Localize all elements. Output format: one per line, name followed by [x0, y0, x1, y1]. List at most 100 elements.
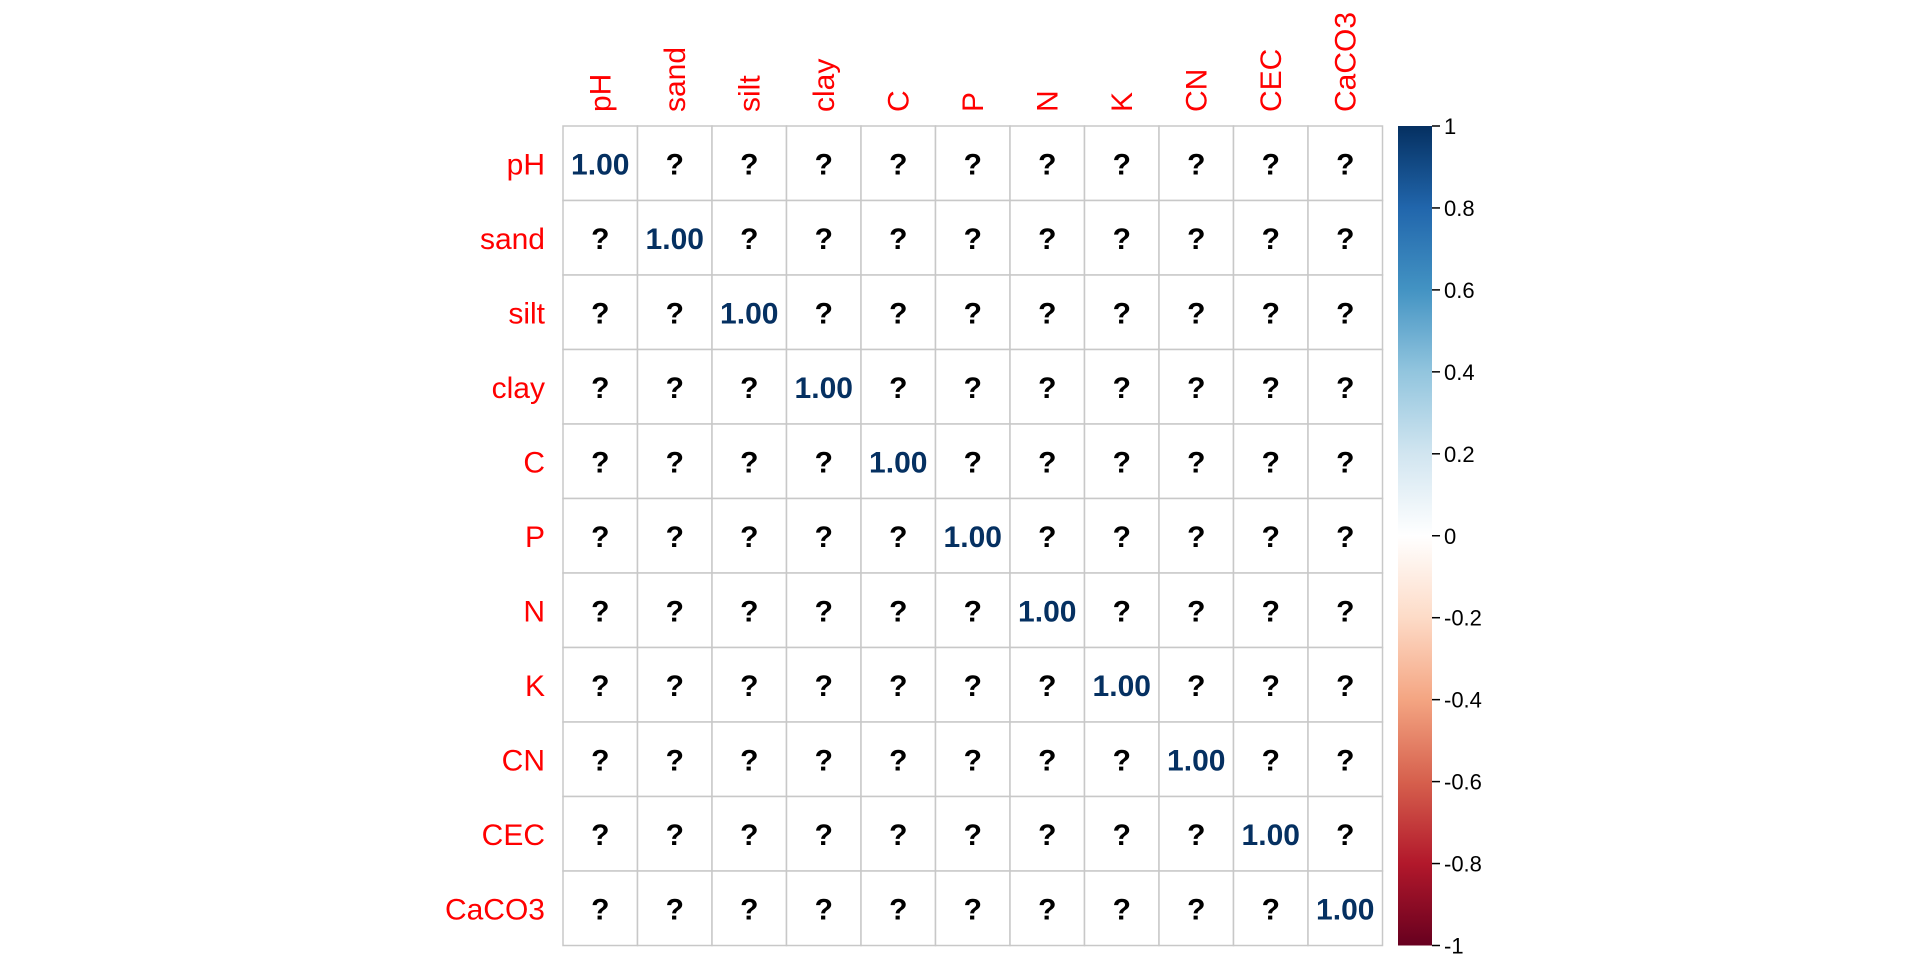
grid-cell — [562, 795, 639, 872]
color-legend-tick-label: 0.4 — [1444, 360, 1475, 385]
cell-value-unknown: ? — [889, 893, 907, 926]
cell-value-unknown: ? — [964, 446, 982, 479]
color-legend-tick-label: -0.2 — [1444, 606, 1482, 631]
cell-value-unknown: ? — [740, 148, 758, 181]
grid-cell — [1009, 646, 1086, 723]
cell-value-unknown: ? — [1187, 372, 1205, 405]
cell-value-unknown: ? — [666, 148, 684, 181]
grid-cell — [562, 497, 639, 574]
column-label: C — [882, 90, 915, 112]
cell-value-unknown: ? — [1113, 595, 1131, 628]
cell-value-unknown: ? — [1113, 297, 1131, 330]
cell-value-unknown: ? — [889, 372, 907, 405]
cell-value-unknown: ? — [1113, 819, 1131, 852]
column-label: K — [1106, 92, 1139, 112]
cell-value-unknown: ? — [1113, 372, 1131, 405]
row-label: clay — [492, 372, 545, 405]
cell-value-unknown: ? — [1262, 893, 1280, 926]
cell-value-unknown: ? — [964, 595, 982, 628]
cell-value-unknown: ? — [740, 223, 758, 256]
cell-value-unknown: ? — [1187, 595, 1205, 628]
grid-cell — [562, 423, 639, 500]
color-legend-bar — [1398, 126, 1432, 946]
cell-value-unknown: ? — [1262, 148, 1280, 181]
grid-cell — [562, 646, 639, 723]
cell-value-unknown: ? — [666, 595, 684, 628]
color-legend-tick-label: 0 — [1444, 524, 1456, 549]
cell-value-unknown: ? — [1336, 670, 1354, 703]
cell-value-unknown: ? — [815, 297, 833, 330]
cell-value-unknown: ? — [666, 521, 684, 554]
cell-value-unknown: ? — [666, 297, 684, 330]
cell-value-unknown: ? — [740, 744, 758, 777]
grid-cell — [934, 125, 1011, 202]
cell-value-unknown: ? — [740, 595, 758, 628]
grid-cell — [636, 572, 713, 649]
cell-value-unknown: ? — [889, 297, 907, 330]
grid-cell — [785, 646, 862, 723]
cell-value-unknown: ? — [1038, 744, 1056, 777]
cell-value-unknown: ? — [666, 670, 684, 703]
cell-value: 1.00 — [1093, 670, 1151, 703]
grid-cell — [636, 646, 713, 723]
cell-value-unknown: ? — [1336, 744, 1354, 777]
grid-cell — [711, 870, 788, 947]
cell-value-unknown: ? — [740, 670, 758, 703]
column-label: silt — [733, 75, 766, 112]
grid-cell — [860, 274, 937, 351]
cell-value-unknown: ? — [815, 744, 833, 777]
grid-cell — [636, 870, 713, 947]
cell-value-unknown: ? — [889, 223, 907, 256]
color-legend: 1 0.8 0.6 0.4 0.2 0 -0.2 -0.4 -0.6 -0.8 -1 — [1398, 114, 1482, 959]
cell-value-unknown: ? — [666, 893, 684, 926]
cell-value-unknown: ? — [591, 744, 609, 777]
grid-cell — [934, 274, 1011, 351]
grid-cell — [1158, 721, 1235, 798]
grid-cell — [1307, 870, 1384, 947]
cell-value: 1.00 — [795, 372, 853, 405]
cell-value-unknown: ? — [1113, 744, 1131, 777]
grid-cell — [934, 348, 1011, 425]
cell-value-unknown: ? — [964, 744, 982, 777]
grid-cell — [860, 795, 937, 872]
cell-value-unknown: ? — [1113, 446, 1131, 479]
grid-cell — [934, 795, 1011, 872]
cell-value: 1.00 — [1167, 744, 1225, 777]
column-label: P — [957, 92, 990, 112]
row-label: CN — [502, 744, 545, 777]
color-legend-tick-label: 0.8 — [1444, 196, 1475, 221]
grid-cell — [711, 348, 788, 425]
row-label: silt — [508, 297, 545, 330]
cell-value-unknown: ? — [1038, 521, 1056, 554]
cell-value-unknown: ? — [815, 148, 833, 181]
grid-cell — [711, 125, 788, 202]
grid-cell — [1232, 423, 1309, 500]
cell-value-unknown: ? — [1262, 372, 1280, 405]
grid-cell — [1009, 199, 1086, 276]
grid-cell — [1083, 795, 1160, 872]
cell-value: 1.00 — [720, 297, 778, 330]
column-label: CaCO3 — [1329, 12, 1362, 112]
cell-value-unknown: ? — [964, 223, 982, 256]
cell-value-unknown: ? — [1187, 446, 1205, 479]
grid-cell — [1083, 646, 1160, 723]
cell-value-unknown: ? — [1187, 297, 1205, 330]
cell-value-unknown: ? — [591, 595, 609, 628]
row-label: C — [523, 446, 545, 479]
cell-value-unknown: ? — [1336, 148, 1354, 181]
grid-cell — [562, 125, 639, 202]
cell-value-unknown: ? — [591, 893, 609, 926]
grid-cell — [1307, 125, 1384, 202]
grid-cell — [860, 199, 937, 276]
grid-cell — [934, 423, 1011, 500]
cell-value-unknown: ? — [1187, 819, 1205, 852]
grid-cell — [1083, 572, 1160, 649]
cell-value-unknown: ? — [591, 297, 609, 330]
grid-cell — [711, 199, 788, 276]
cell-value-unknown: ? — [815, 893, 833, 926]
cell-value-unknown: ? — [815, 446, 833, 479]
cell-value: 1.00 — [1242, 819, 1300, 852]
grid-cell — [1158, 274, 1235, 351]
grid-cell — [860, 423, 937, 500]
color-legend-tick-label: 1 — [1444, 114, 1456, 139]
